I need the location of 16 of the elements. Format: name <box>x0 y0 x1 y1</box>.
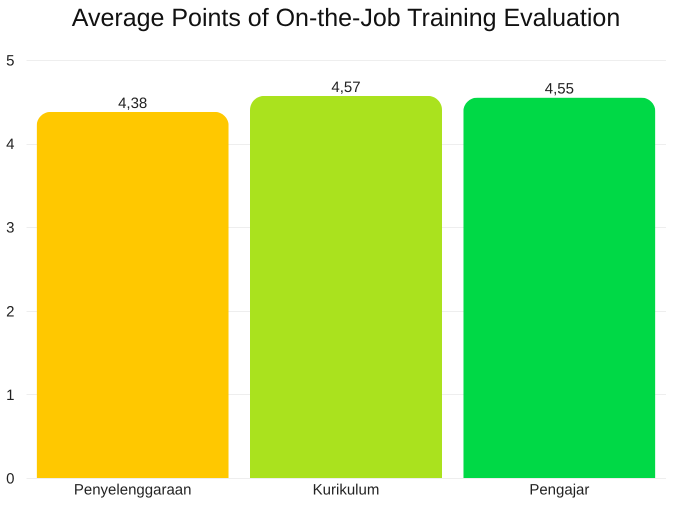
x-tick-label: Pengajar <box>529 482 590 498</box>
x-tick-label: Kurikulum <box>312 482 380 498</box>
chart-title: Average Points of On-the-Job Training Evaluation <box>72 4 620 32</box>
bar <box>250 96 442 478</box>
data-label: 4,38 <box>118 94 148 112</box>
y-tick-label: 2 <box>6 303 14 320</box>
y-tick-label: 5 <box>6 52 14 70</box>
data-label: 4,55 <box>544 80 574 98</box>
y-tick-label: 1 <box>6 386 14 404</box>
bar <box>463 98 656 478</box>
bar <box>36 112 229 478</box>
data-label: 4,57 <box>331 78 361 96</box>
x-tick-label: Penyelenggaraan <box>74 482 192 498</box>
y-tick-label: 0 <box>6 470 14 488</box>
y-tick-label: 3 <box>6 220 14 237</box>
y-tick-label: 4 <box>6 136 14 154</box>
